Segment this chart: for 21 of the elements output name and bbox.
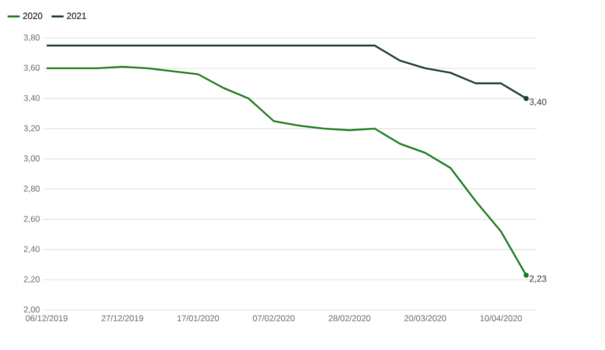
legend-label: 2021 xyxy=(67,12,86,20)
x-tick-label: 17/01/2020 xyxy=(178,315,219,322)
y-tick-label: 3,60 xyxy=(24,64,40,72)
y-tick-label: 3,80 xyxy=(24,34,40,42)
x-tick-label: 07/02/2020 xyxy=(252,315,295,322)
data-label: 2,23 xyxy=(530,276,546,283)
y-tick-label: 2,00 xyxy=(24,306,40,314)
y-tick-label: 2,60 xyxy=(24,216,40,223)
y-tick-label: 3,40 xyxy=(24,94,40,102)
y-tick-label: 3,20 xyxy=(24,125,40,132)
y-tick-label: 2,80 xyxy=(24,186,40,193)
x-tick-label: 27/12/2019 xyxy=(102,315,144,322)
x-tick-label: 06/12/2019 xyxy=(26,315,68,322)
x-tick-label: 20/03/2020 xyxy=(404,315,446,322)
y-tick-label: 2,20 xyxy=(24,276,40,284)
y-tick-label: 2,40 xyxy=(24,246,40,254)
y-tick-label: 3,00 xyxy=(24,155,40,162)
x-tick-label: 10/04/2020 xyxy=(480,315,522,322)
legend-label: 2020 xyxy=(23,12,42,20)
x-tick-label: 28/02/2020 xyxy=(328,315,370,322)
data-label: 3,40 xyxy=(530,98,546,106)
